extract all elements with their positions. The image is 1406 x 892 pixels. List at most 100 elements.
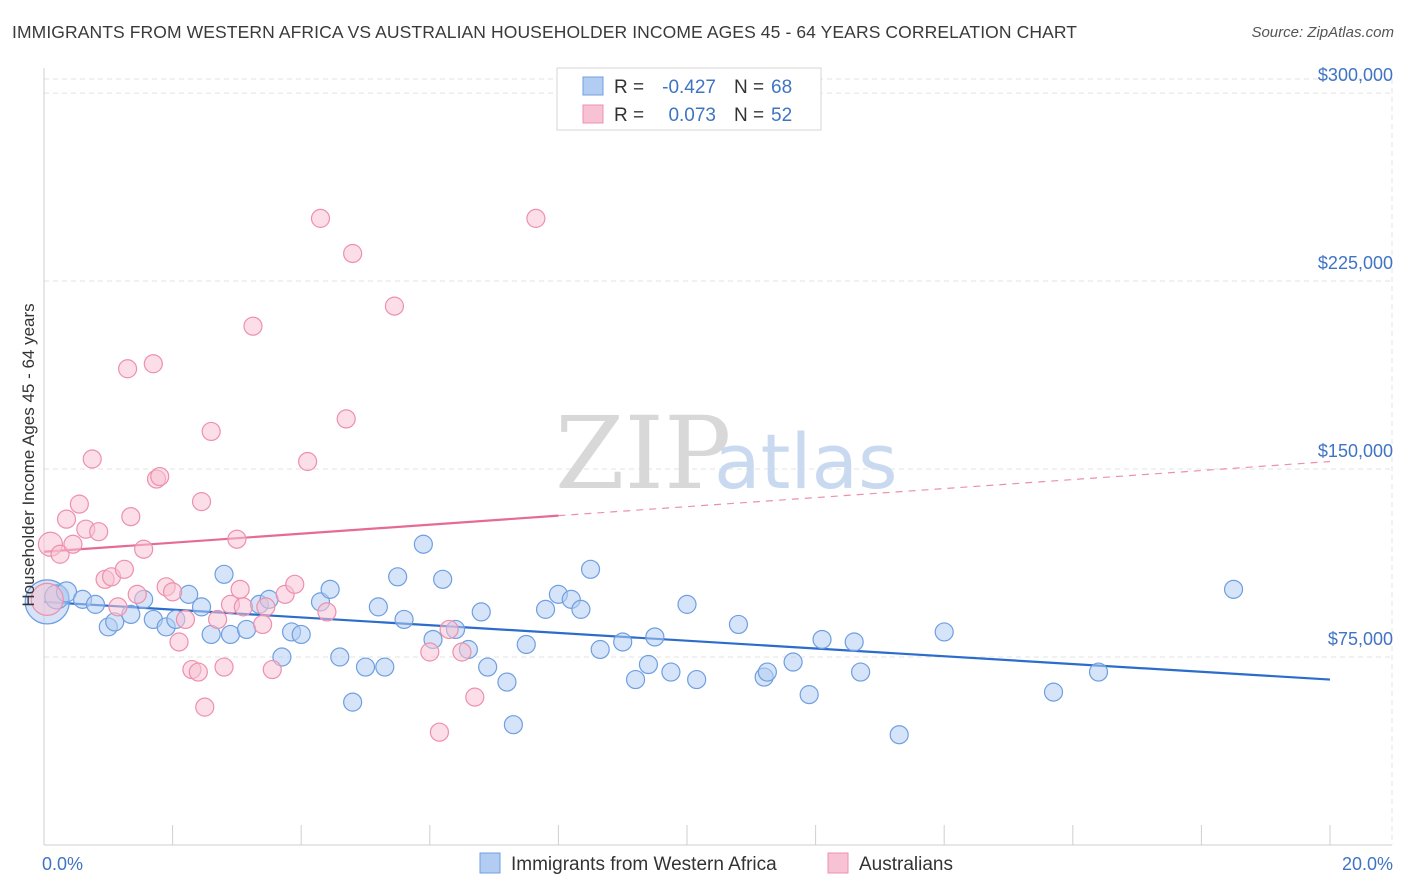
blue-point-48 [613,632,633,652]
pink-point-4 [63,534,83,554]
pink-point-43 [317,602,337,622]
y-tick-label-3: $300,000 [1318,65,1393,85]
blue-point-4 [85,594,106,614]
blue-point-60 [812,629,832,650]
legend-rows: R = -0.427 N = 68 R = 0.073 N = 52 [582,76,792,126]
blue-point-47 [590,639,610,660]
pink-series-swatch [827,852,849,874]
chart-title: IMMIGRANTS FROM WESTERN AFRICA VS AUSTRA… [12,22,1078,42]
pink-point-8 [89,522,109,542]
blue-point-66 [1088,662,1109,682]
pink-point-42 [310,208,331,228]
blue-point-59 [799,685,819,705]
blue-point-53 [677,594,697,614]
pink-point-23 [175,609,196,630]
pink-point-15 [127,584,147,604]
blue-legend-n-label: N = [734,77,764,98]
blue-series-swatch [479,852,501,874]
pink-point-26 [191,492,212,512]
pink-point-21 [163,582,183,602]
pink-point-45 [343,243,363,264]
pink-point-40 [285,574,305,594]
blue-point-57 [757,662,777,682]
blue-point-27 [355,657,376,677]
blue-point-31 [394,609,414,630]
watermark-zip: ZIP [555,395,731,512]
pink-legend-r-value: 0.073 [668,105,716,126]
watermark: ZIP atlas [555,395,898,512]
pink-point-13 [117,359,138,379]
data-points [24,208,1244,745]
blue-point-46 [580,559,601,579]
pink-legend-n-value: 52 [771,105,792,126]
blue-point-52 [661,662,681,682]
pink-legend-n-label: N = [734,105,764,126]
pink-point-19 [150,466,170,487]
pink-point-16 [134,539,154,559]
pink-point-35 [243,316,263,336]
x-tick-label-0: 0.0% [42,854,83,874]
blue-point-17 [236,619,257,640]
pink-point-29 [208,609,228,630]
pink-point-37 [256,597,276,617]
pink-point-41 [298,451,318,472]
blue-point-30 [388,567,408,587]
blue-point-51 [645,627,665,647]
pink-point-32 [227,529,247,549]
blue-point-13 [191,597,212,617]
correlation-legend: R = -0.427 N = 68 R = 0.073 N = 52 [556,67,822,131]
blue-point-49 [625,669,646,690]
blue-point-15 [214,564,234,584]
pink-point-47 [420,642,440,662]
blue-point-61 [844,632,864,652]
blue-point-42 [535,599,556,619]
blue-point-29 [375,657,395,677]
blue-point-24 [320,579,340,599]
y-tick-label-2: $225,000 [1318,253,1393,273]
blue-point-26 [343,692,363,712]
y-tick-label-0: $75,000 [1328,629,1393,649]
trend-lines [43,460,1331,681]
x-tick-label-1: 20.0% [1342,854,1393,874]
blue-point-38 [478,657,498,677]
blue-point-16 [220,624,241,645]
pink-point-2 [50,544,70,564]
pink-point-33 [230,579,250,599]
blue-point-34 [433,569,453,589]
blue-point-25 [330,647,350,667]
chart-source: Source: ZipAtlas.com [1251,24,1394,41]
pink-point-46 [384,296,405,316]
pink-point-14 [121,507,141,527]
pink-legend-swatch [582,104,604,124]
pink-point-25 [188,662,208,682]
blue-legend-r-label: R = [614,77,644,98]
blue-series-label: Immigrants from Western Africa [511,854,777,875]
pink-point-34 [233,597,253,617]
watermark-atlas: atlas [714,417,898,506]
blue-legend-swatch [582,76,604,96]
pink-point-30 [214,657,234,677]
x-tick-labels: 0.0% 20.0% [42,854,1393,874]
blue-point-28 [368,597,388,617]
blue-point-37 [471,602,491,622]
pink-point-44 [336,409,356,429]
axes [43,68,1392,846]
blue-point-40 [503,715,523,735]
blue-point-50 [638,654,659,675]
pink-point-50 [452,642,472,662]
pink-trend-line [43,514,559,553]
pink-point-3 [56,509,77,529]
blue-point-41 [516,634,536,655]
blue-point-64 [934,622,954,642]
pink-point-36 [253,614,273,635]
pink-point-51 [465,687,485,707]
blue-point-39 [497,672,517,692]
blue-point-65 [1043,682,1064,702]
blue-point-58 [783,652,803,672]
blue-point-45 [571,599,591,619]
pink-point-5 [69,494,89,514]
blue-point-55 [728,614,749,635]
blue-legend-n-value: 68 [771,77,792,98]
pink-legend-r-label: R = [614,105,644,126]
